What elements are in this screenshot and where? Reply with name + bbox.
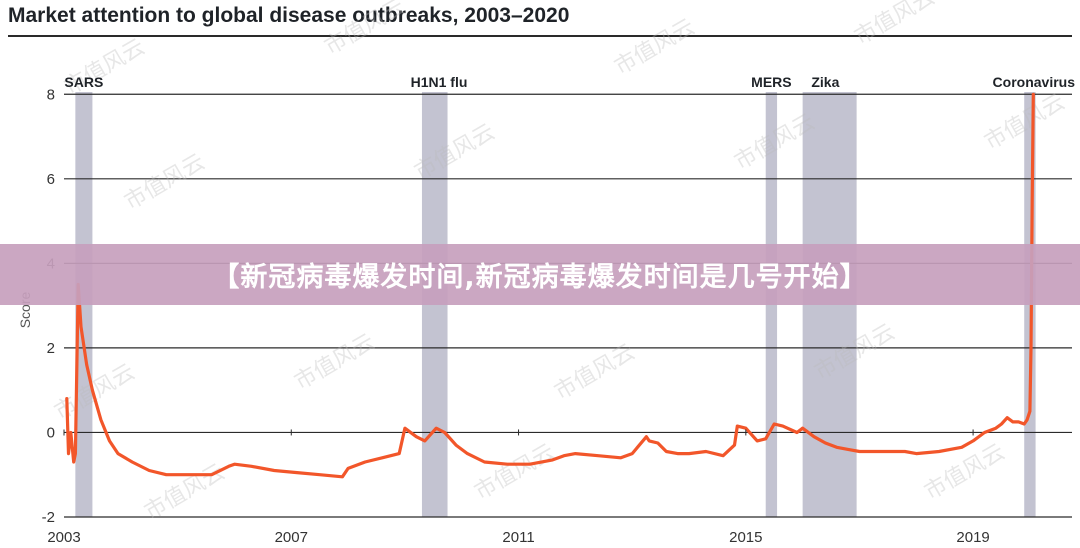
banner-text: 【新冠病毒爆发时间,新冠病毒爆发时间是几号开始】 [212,262,868,293]
series-line [65,92,1035,479]
x-tick-label: 2003 [47,529,80,546]
watermark: 市值风云 [141,460,230,526]
watermark: 市值风云 [851,0,940,50]
watermark: 市值风云 [51,360,140,426]
y-tick-label: 6 [47,171,55,188]
y-tick-label: 2 [47,340,55,357]
x-tick-label: 2011 [502,529,534,546]
band-label: SARS [64,74,103,90]
watermark: 市值风云 [921,440,1010,506]
watermark: 市值风云 [471,440,560,506]
band-label: MERS [751,74,791,90]
series-layer [65,92,1035,479]
y-tick-label: 0 [47,424,55,441]
x-tick-label: 2015 [729,529,762,546]
overlay-banner: 【新冠病毒爆发时间,新冠病毒爆发时间是几号开始】 [0,244,1080,305]
watermark: 市值风云 [291,330,380,396]
watermark: 市值风云 [611,15,700,81]
watermark: 市值风云 [551,340,640,406]
y-tick-label: 8 [47,86,55,103]
title-rule [8,35,1072,37]
y-tick-label: -2 [42,509,55,526]
watermark: 市值风云 [321,0,410,60]
band-label: Zika [811,74,839,90]
watermark: 市值风云 [61,35,150,101]
band-label: Coronavirus [993,74,1076,90]
x-tick-label: 2019 [956,529,989,546]
band-label: H1N1 flu [411,74,468,90]
chart-title: Market attention to global disease outbr… [8,4,570,27]
band-labels: SARS H1N1 flu MERS Zika Coronavirus [64,74,1075,90]
watermark: 市值风云 [121,150,210,216]
x-tick-label: 2007 [275,529,308,546]
